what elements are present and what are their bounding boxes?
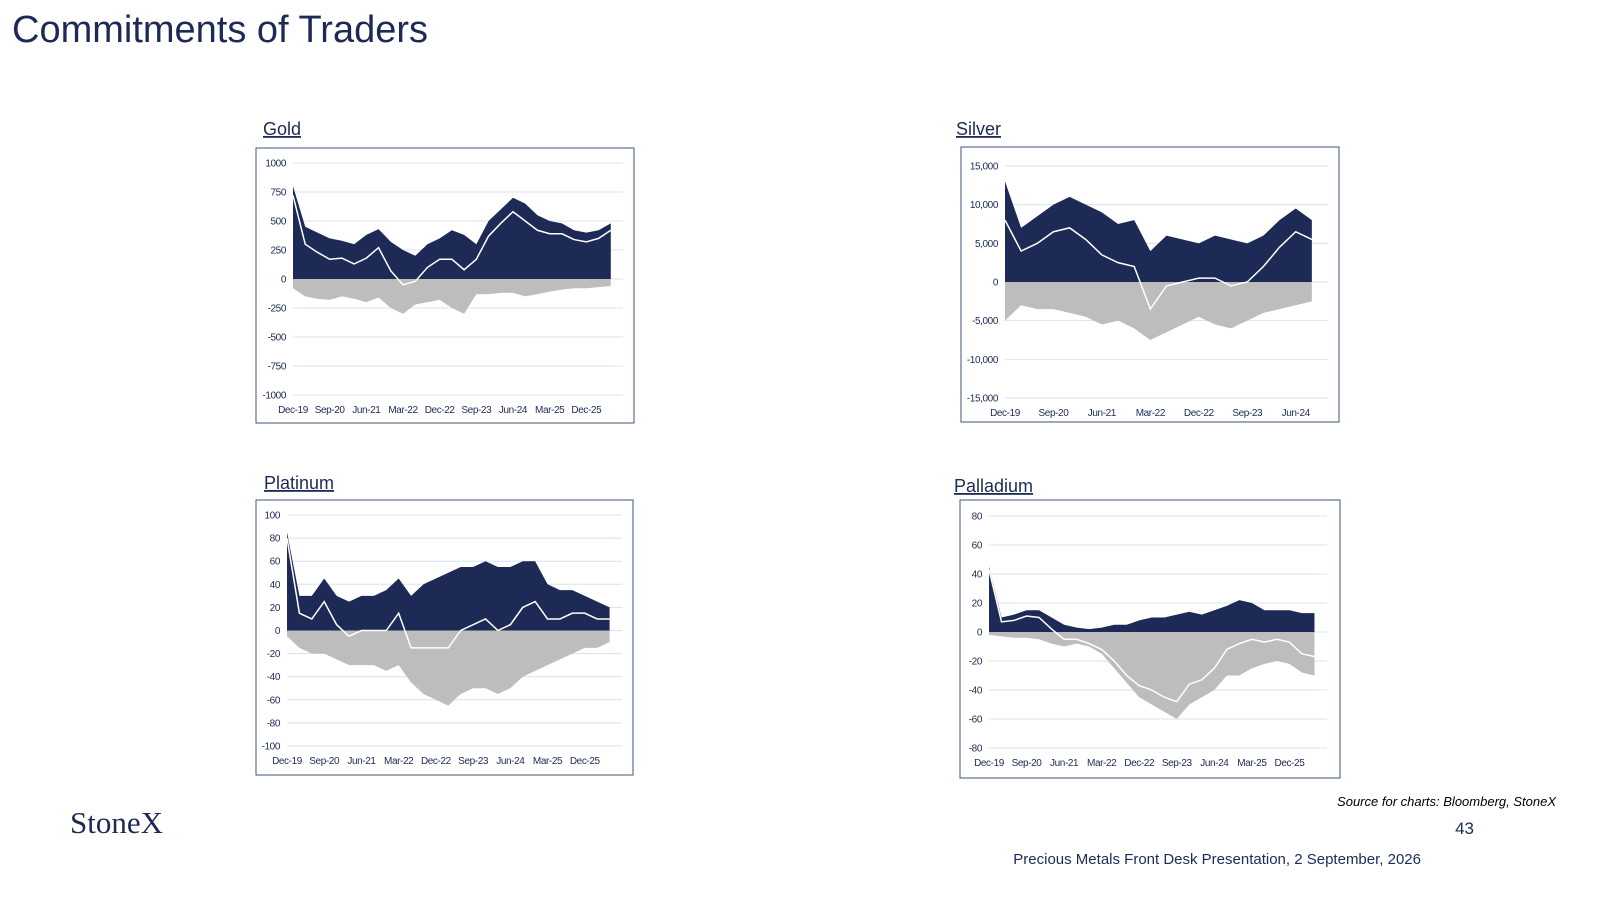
x-tick-label: Mar-22 xyxy=(388,405,418,416)
y-tick-label: -80 xyxy=(969,744,983,755)
chart-title: Palladium xyxy=(954,476,1033,496)
long-area xyxy=(1005,181,1312,282)
x-tick-label: Sep-23 xyxy=(1232,408,1263,419)
short-area xyxy=(287,630,610,706)
x-tick-label: Mar-25 xyxy=(533,756,563,767)
x-tick-label: Jun-21 xyxy=(352,405,381,416)
x-tick-label: Dec-22 xyxy=(425,405,456,416)
y-tick-label: -20 xyxy=(267,649,281,660)
y-tick-label: 0 xyxy=(275,626,281,637)
net-line xyxy=(1004,219,1313,311)
x-tick-label: Jun-21 xyxy=(347,756,376,767)
x-tick-label: Dec-22 xyxy=(1184,408,1215,419)
x-tick-label: Mar-22 xyxy=(384,756,414,767)
y-tick-label: 100 xyxy=(265,511,281,522)
y-tick-label: -100 xyxy=(262,742,281,753)
x-tick-label: Sep-20 xyxy=(309,756,340,767)
x-tick-label: Dec-19 xyxy=(974,758,1005,769)
y-tick-label: 20 xyxy=(972,599,983,610)
x-tick-label: Jun-24 xyxy=(1282,408,1311,419)
x-tick-label: Dec-19 xyxy=(278,405,309,416)
x-tick-label: Mar-22 xyxy=(1136,408,1166,419)
x-tick-label: Mar-25 xyxy=(1237,758,1267,769)
y-tick-label: 15,000 xyxy=(970,162,999,173)
x-tick-label: Sep-23 xyxy=(1162,758,1193,769)
x-tick-label: Dec-25 xyxy=(571,405,602,416)
chart-title: Gold xyxy=(263,119,301,139)
x-tick-label: Dec-25 xyxy=(1275,758,1306,769)
x-tick-label: Dec-19 xyxy=(272,756,303,767)
y-tick-label: -1000 xyxy=(262,391,286,402)
y-tick-label: 1000 xyxy=(265,159,286,170)
source-note: Source for charts: Bloomberg, StoneX xyxy=(1337,794,1557,809)
y-tick-label: -500 xyxy=(268,333,287,344)
y-tick-label: 5,000 xyxy=(975,239,999,250)
long-area xyxy=(293,186,611,279)
y-tick-label: 60 xyxy=(972,541,983,552)
x-tick-label: Sep-20 xyxy=(315,405,346,416)
x-tick-label: Sep-23 xyxy=(461,405,492,416)
x-tick-label: Mar-25 xyxy=(535,405,565,416)
y-tick-label: -60 xyxy=(969,715,983,726)
x-tick-label: Sep-20 xyxy=(1039,408,1070,419)
y-tick-label: -250 xyxy=(268,304,287,315)
x-tick-label: Dec-22 xyxy=(421,756,452,767)
x-tick-label: Jun-24 xyxy=(499,405,528,416)
footer: Precious Metals Front Desk Presentation,… xyxy=(1013,851,1421,868)
chart-title: Silver xyxy=(956,119,1001,139)
slide-title: Commitments of Traders xyxy=(12,9,428,51)
y-tick-label: -80 xyxy=(267,718,281,729)
long-area xyxy=(287,532,610,631)
y-tick-label: 250 xyxy=(271,246,287,257)
y-tick-label: 10,000 xyxy=(970,200,999,211)
y-tick-label: -5,000 xyxy=(972,316,999,327)
y-tick-label: 0 xyxy=(977,628,983,639)
y-tick-label: 0 xyxy=(993,278,999,289)
x-tick-label: Jun-24 xyxy=(496,756,525,767)
long-area xyxy=(989,566,1315,632)
short-area xyxy=(1005,282,1312,340)
net-line xyxy=(988,569,1315,703)
y-tick-label: 20 xyxy=(270,603,281,614)
x-tick-label: Jun-24 xyxy=(1200,758,1229,769)
x-tick-label: Sep-23 xyxy=(458,756,489,767)
logo: StoneX xyxy=(70,805,163,840)
y-tick-label: 40 xyxy=(270,580,281,591)
x-tick-label: Mar-22 xyxy=(1087,758,1117,769)
short-area xyxy=(293,279,611,314)
y-tick-label: 750 xyxy=(271,188,287,199)
x-tick-label: Dec-19 xyxy=(990,408,1021,419)
y-tick-label: -750 xyxy=(268,362,287,373)
x-tick-label: Dec-22 xyxy=(1124,758,1155,769)
y-tick-label: 500 xyxy=(271,217,287,228)
page-number: 43 xyxy=(1455,819,1474,838)
y-tick-label: 80 xyxy=(972,512,983,523)
short-area xyxy=(989,632,1315,719)
x-tick-label: Jun-21 xyxy=(1050,758,1079,769)
x-tick-label: Sep-20 xyxy=(1012,758,1043,769)
net-line xyxy=(292,195,612,286)
y-tick-label: 40 xyxy=(972,570,983,581)
y-tick-label: 80 xyxy=(270,534,281,545)
y-tick-label: -10,000 xyxy=(967,355,999,366)
y-tick-label: -40 xyxy=(969,686,983,697)
y-tick-label: 0 xyxy=(281,275,287,286)
x-tick-label: Jun-21 xyxy=(1088,408,1117,419)
net-line xyxy=(286,537,610,649)
y-tick-label: 60 xyxy=(270,557,281,568)
x-tick-label: Dec-25 xyxy=(570,756,601,767)
y-tick-label: -40 xyxy=(267,672,281,683)
chart-title: Platinum xyxy=(264,473,334,493)
y-tick-label: -20 xyxy=(969,657,983,668)
y-tick-label: -60 xyxy=(267,695,281,706)
y-tick-label: -15,000 xyxy=(967,394,999,405)
